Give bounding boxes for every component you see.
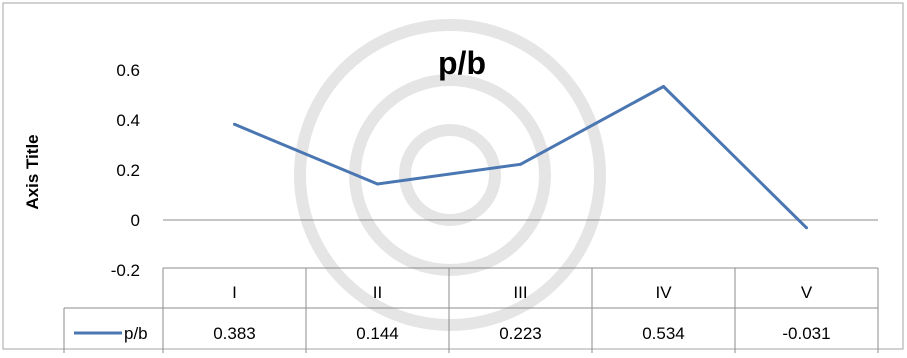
y-axis-title: Axis Title — [23, 134, 42, 209]
y-tick-label: 0.6 — [116, 61, 140, 80]
table-data-cell: -0.031 — [782, 324, 830, 343]
y-tick-label: -0.2 — [111, 261, 140, 280]
y-tick-label: 0.4 — [116, 111, 140, 130]
data-point — [805, 226, 808, 230]
y-tick-labels: 0.6 0.4 0.2 0 -0.2 — [111, 61, 140, 280]
table-header-cell: III — [513, 283, 527, 302]
y-tick-label: 0.2 — [116, 161, 140, 180]
data-point — [233, 122, 236, 126]
chart-frame — [2, 2, 904, 350]
table-header-cell: V — [801, 283, 813, 302]
table-data-cell: 0.383 — [213, 324, 256, 343]
data-point — [376, 182, 379, 186]
table-data-cell: 0.144 — [356, 324, 399, 343]
data-point — [519, 162, 522, 166]
chart-title: p/b — [438, 45, 486, 81]
legend-label: p/b — [124, 324, 148, 343]
series-layer — [233, 85, 808, 230]
data-point — [662, 85, 665, 88]
y-tick-label: 0 — [131, 211, 140, 230]
table-header-cell: I — [232, 283, 237, 302]
table-data-cell: 0.223 — [499, 324, 542, 343]
data-table: I II III IV Vp/b 0.383 0.144 0.223 0.534 -0.031 — [63, 267, 879, 353]
table-header-cell: II — [373, 283, 382, 302]
table-data-cell: 0.534 — [642, 324, 685, 343]
table-header-cell: IV — [655, 283, 672, 302]
